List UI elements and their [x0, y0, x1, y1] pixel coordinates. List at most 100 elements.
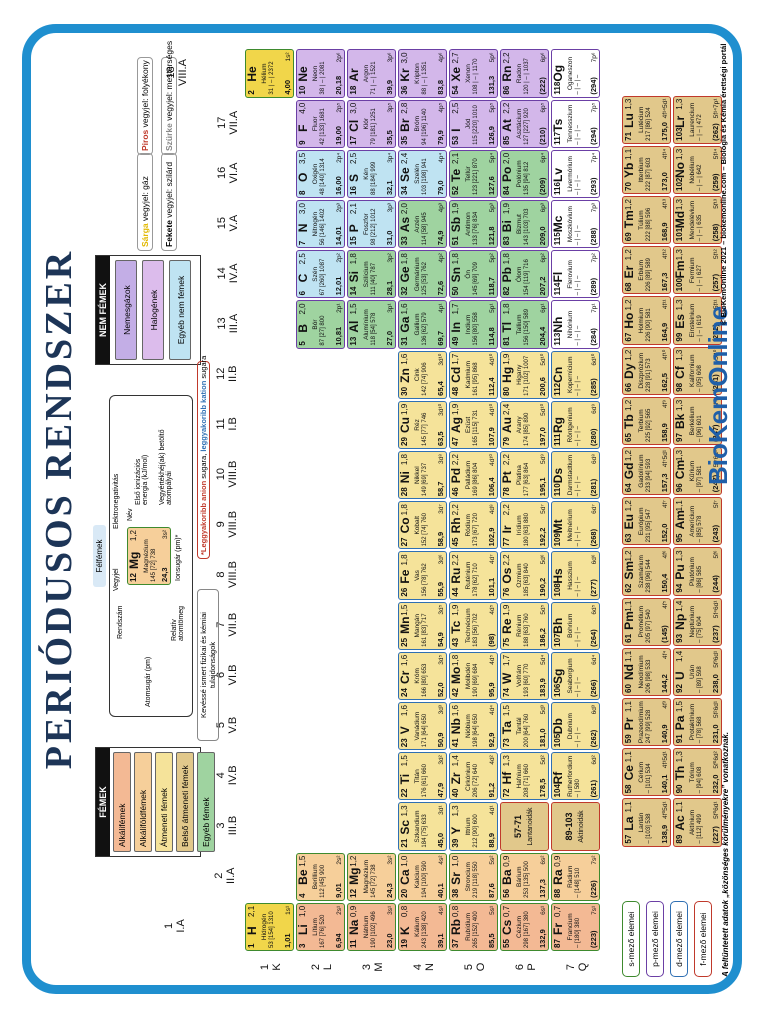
element-name: Polónium — [516, 160, 523, 188]
element-name: Magnézium — [363, 859, 370, 894]
electronegativity: 3,0 — [349, 102, 358, 114]
element-radii-ionization: – | – | 642 — [697, 164, 703, 191]
group-number: 12 — [215, 367, 227, 380]
atomic-number: 85 — [502, 135, 511, 145]
element-name: Ón — [465, 269, 472, 279]
atomic-mass: (293) — [589, 177, 598, 195]
atomic-number: 108 — [553, 583, 562, 597]
element-name: Ezüst — [465, 416, 472, 434]
element-name: Nobélium — [689, 156, 696, 184]
electronegativity: 1,8 — [451, 654, 460, 666]
element-name: Króm — [414, 668, 421, 684]
element-symbol: At — [500, 119, 514, 132]
element-radii-ionization: 231 [95] 547 — [646, 509, 652, 543]
element-cell-Sb: 51 Sb 1,9 Antimon 133 [76] 834 121,8 5p³ — [449, 200, 498, 249]
metals-legend-item: Átmeneti fémek — [155, 752, 173, 852]
atomic-number: 76 — [502, 587, 511, 597]
metalloids-label: Félfémek — [93, 525, 106, 587]
element-radii-ionization: 143 [103] 703 — [524, 208, 530, 246]
element-cell-Lr: 103 Lr 1,3 Laurencium – | – | 472 (262) 5f¹⁴7p… — [673, 95, 722, 144]
atomic-number: 88 — [553, 888, 562, 898]
atomic-number: 7 — [298, 240, 307, 246]
element-radii-ionization: – [94] 608 — [697, 766, 703, 794]
element-radii-ionization: 171 [102] 1007 — [524, 355, 530, 396]
element-cell-Bi: 83 Bi 1,9 Bizmut 143 [103] 703 209,0 6p³ — [500, 200, 549, 249]
element-cell-Kr: 36 Kr 3,0 Kripton 88 | – | 1351 83,8 4p⁶ — [398, 49, 447, 98]
atomic-mass: 162,5 — [660, 373, 669, 392]
nonmetals-legend-item: Halogének — [142, 260, 164, 360]
element-symbol: Ru — [449, 567, 463, 584]
group-header-16: 16 VI.A — [216, 148, 240, 198]
element-radii-ionization: 178 [62] 710 — [473, 563, 479, 597]
element-radii-ionization: 38 | – | 2081 — [320, 61, 326, 95]
key-label-relativ: Relatív atomtömeg — [171, 605, 185, 641]
group-number: 14 — [216, 267, 228, 280]
atomic-number: 70 — [624, 182, 633, 191]
electron-configuration: 6p⁴ — [540, 152, 547, 163]
element-radii-ionization: 208 [71] 660 — [524, 764, 530, 798]
element-name: Nihónium — [567, 310, 574, 339]
atomic-number: 68 — [624, 282, 633, 292]
element-cell-Am: 95 Am 1,1 Amerícium – [85] 578 (243) 5f⁷ — [673, 497, 722, 546]
atomic-mass: 200,6 — [538, 377, 547, 396]
atomic-number: 117 — [553, 131, 562, 145]
atomic-number: 53 — [451, 135, 460, 145]
element-radii-ionization: 206 [98] 533 — [646, 659, 652, 693]
element-symbol: Si — [347, 271, 361, 283]
element-radii-ionization: 152 [74] 760 — [422, 513, 428, 547]
electronegativity: 2,8 — [400, 102, 409, 114]
atomic-mass: (223) — [589, 930, 598, 948]
electronegativity: 1,3 — [624, 98, 633, 110]
element-name: Ólom — [516, 266, 523, 283]
atomic-mass: (266) — [589, 679, 598, 697]
element-symbol: Mc — [551, 215, 565, 233]
electron-configuration: 6p¹ — [540, 303, 547, 313]
element-name: Hafnium — [516, 764, 523, 789]
electronegativity: 1,7 — [451, 303, 460, 315]
element-radii-ionization: 185 [63] 840 — [524, 563, 530, 597]
electron-configuration: 2p⁵ — [336, 102, 343, 113]
electron-configuration: 4f³ — [662, 701, 669, 709]
element-symbol: Ac — [673, 815, 687, 831]
element-radii-ionization: – [180] 380 — [575, 917, 581, 948]
atomic-mass: 63,5 — [436, 431, 445, 446]
element-cell-Ag: 47 Ag 1,9 Ezüst 165 [115] 731 107,9 4d¹⁰ — [449, 400, 498, 449]
atomic-number: 4 — [298, 893, 307, 898]
atomic-number: 62 — [624, 583, 633, 593]
element-radii-ionization: – [75] 604 — [697, 616, 703, 643]
atomic-mass: 106,4 — [487, 477, 496, 497]
element-radii-ionization: 156 [80] 558 — [473, 312, 479, 346]
atomic-number: 91 — [675, 734, 684, 744]
element-radii-ionization: 88 [184] 999 — [371, 161, 377, 195]
element-symbol: Eu — [622, 514, 636, 530]
electron-configuration: 4f¹⁴5d¹ — [662, 98, 669, 119]
element-symbol: Sr — [449, 872, 463, 885]
electronegativity: 1,3 — [675, 550, 684, 562]
element-symbol: Lv — [551, 167, 565, 182]
element-name: Vanádium — [414, 711, 421, 741]
element-cell-Hg: 80 Hg 1,9 Higany 171 [102] 1007 200,6 5d¹⁰ — [500, 350, 549, 399]
element-cell-Al: 13 Al 1,5 Alumínium 118 [54] 578 27,0 3p¹ — [347, 300, 396, 349]
electron-configuration: 4d⁴ — [489, 705, 496, 716]
element-cell-O: 8 O 3,5 Oxigén 48 [140] 1314 16,00 2p⁴ — [296, 149, 345, 198]
atomic-number: 32 — [400, 286, 409, 296]
atomic-number: 89 — [675, 834, 684, 844]
electron-configuration: 6p⁵ — [540, 102, 547, 113]
electron-configuration: 5d⁹ — [540, 454, 547, 465]
element-radii-ionization: 111 [40] 787 — [371, 262, 377, 296]
atomic-number: 18 — [349, 85, 358, 95]
electronegativity: 1,2 — [624, 299, 633, 311]
group-roman: I.B — [227, 417, 239, 431]
element-cell-Rb: 37 Rb 0,8 Rubídium 265 [152] 400 85,5 5s¹ — [449, 902, 498, 951]
element-symbol: Pa — [673, 715, 687, 731]
element-radii-ionization: 183 [56] 702 — [473, 613, 479, 647]
electron-configuration: 4f¹¹ — [662, 299, 669, 310]
element-symbol: Ts — [551, 118, 565, 132]
element-radii-ionization: 161 [83] 717 — [422, 613, 428, 647]
atomic-mass: (262) — [589, 729, 598, 748]
electronegativity: 2,0 — [400, 203, 409, 215]
electronegativity: 2,2 — [451, 454, 460, 466]
element-cell-Nb: 41 Nb 1,6 Nióbium 198 [64] 650 92,9 4d⁴ — [449, 702, 498, 751]
group-roman: IV.A — [228, 263, 240, 284]
